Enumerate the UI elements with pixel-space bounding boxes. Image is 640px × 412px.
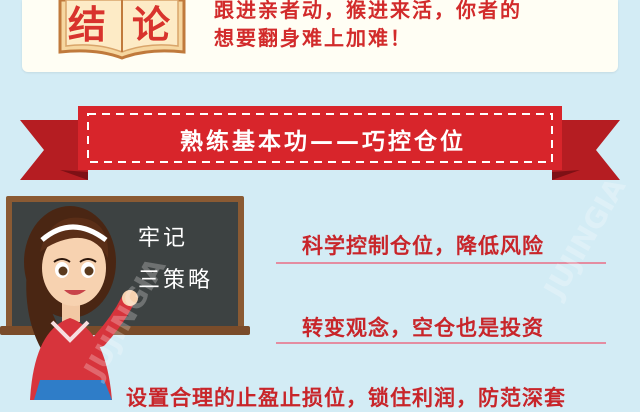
ribbon-banner [20,106,620,180]
book-char-1: 结 [68,2,107,47]
chalkboard-ledge [0,326,250,335]
header-line-2: 想要翻身难上加难！ [214,26,412,50]
svg-text:JUJINGIA: JUJINGIA [76,252,172,385]
board-text-1: 牢记 [138,226,189,251]
teacher-illustration [24,206,138,400]
watermark: JUJINGIA JUJINGIA [76,172,632,385]
banner-title: 熟练基本功——巧控仓位 [180,129,466,155]
board-text-2: 三策略 [138,268,214,293]
header-line-1: 跟进亲者动，猴进来活，你者的 [214,0,522,22]
point-underline-1 [276,262,606,264]
book-icon [58,0,186,60]
point-item-2: 转变观念，空仓也是投资 [302,316,544,340]
point-underline-2 [276,342,606,344]
svg-text:JUJINGIA: JUJINGIA [536,172,632,305]
book-char-2: 论 [132,2,171,47]
point-item-1: 科学控制仓位，降低风险 [302,234,544,258]
